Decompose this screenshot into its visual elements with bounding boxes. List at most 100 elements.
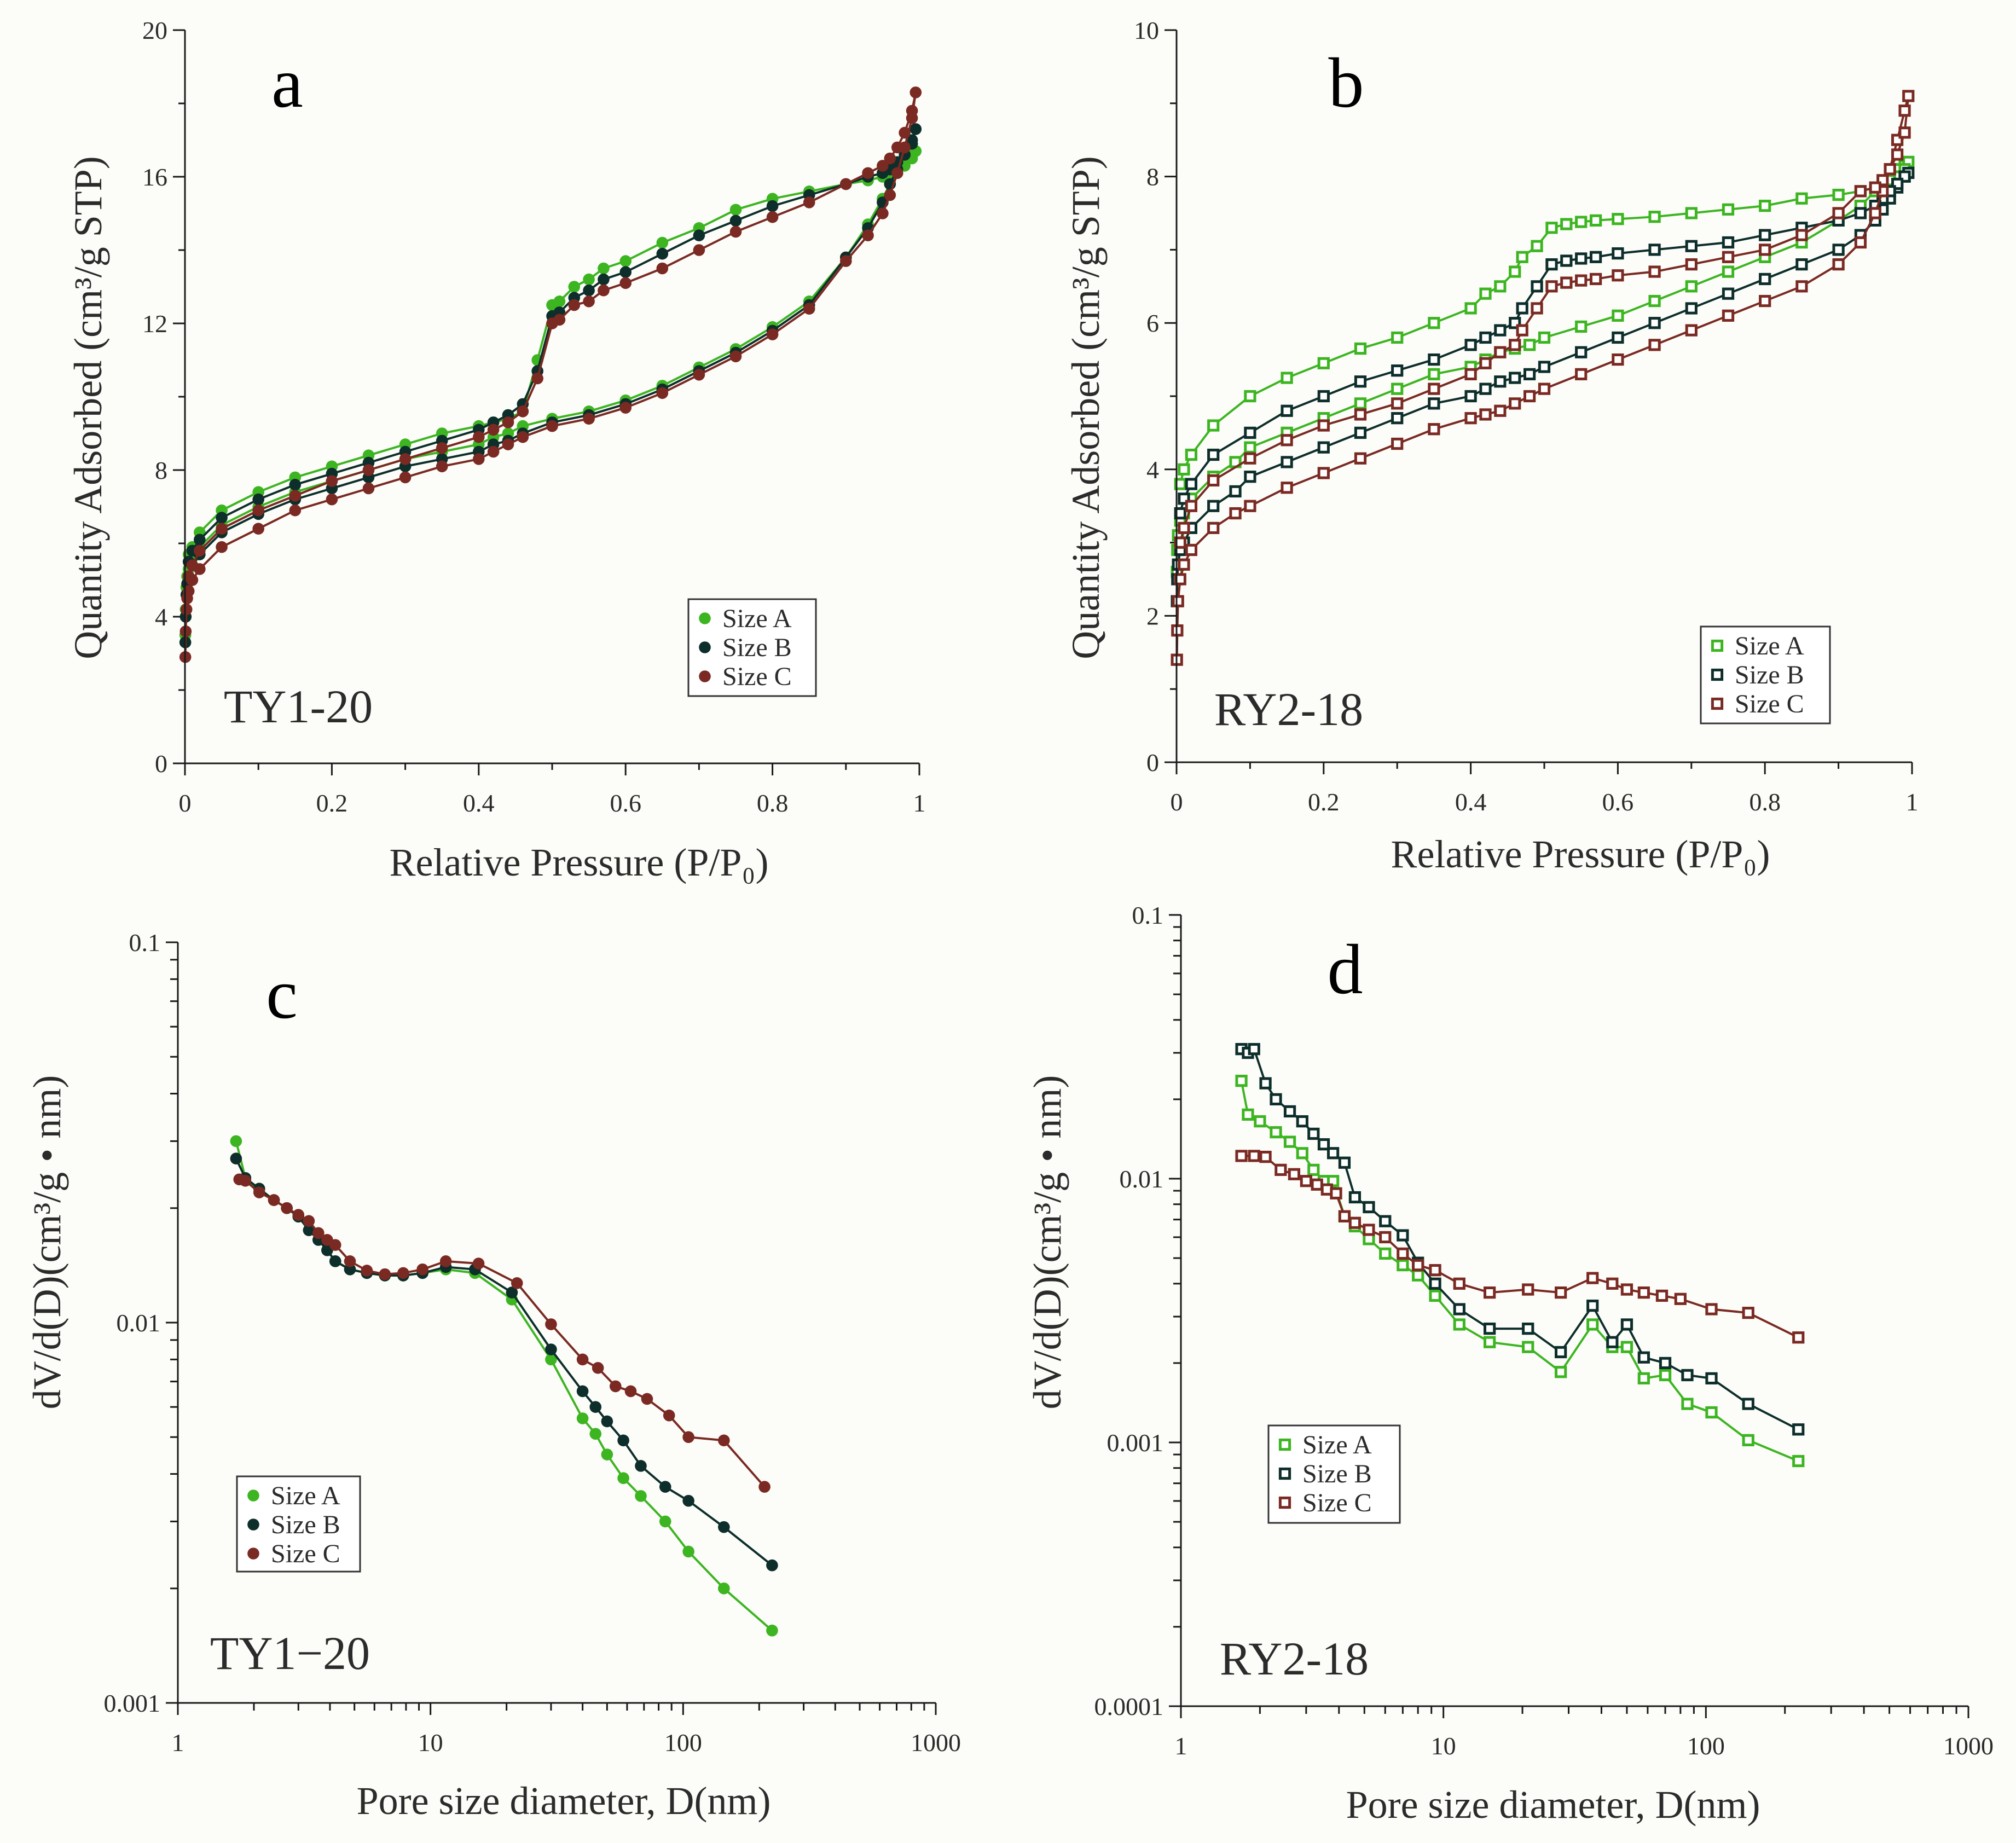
y-tick-label: 0.001 <box>1107 1429 1164 1457</box>
y-tick-label: 0.01 <box>1120 1165 1164 1193</box>
panel-d-size-a-point <box>1235 1075 1248 1087</box>
y-tick-label: 0 <box>1146 749 1159 776</box>
panel-a-size-c-point <box>502 416 514 428</box>
panel-c-size-b-point <box>766 1559 778 1572</box>
panel-a-size-a-point <box>598 262 610 275</box>
panel-c-size-a-point <box>545 1353 557 1366</box>
panel-b-size-b-point <box>1428 397 1440 410</box>
panel-c-size-c-point <box>329 1239 341 1251</box>
panel-a-size-c-point <box>216 541 228 553</box>
panel-d-size-b-point <box>1259 1077 1272 1089</box>
panel-d-size-b-point <box>1792 1423 1805 1436</box>
panel-c-size-c-point <box>576 1353 589 1366</box>
panel-b-size-b-point <box>1612 247 1624 260</box>
panel-d-legend-size-a-marker <box>1278 1438 1291 1451</box>
panel-c-size-a-point <box>635 1490 647 1502</box>
panel-a-size-c-point <box>693 244 705 256</box>
panel-d-size-c-point <box>1379 1231 1392 1244</box>
panel-b-size-b-point <box>1759 229 1771 241</box>
y-tick-label: 12 <box>142 310 167 338</box>
panel-d-size-a-point <box>1659 1369 1672 1382</box>
panel-d-legend-size-a: Size A <box>1302 1430 1372 1459</box>
y-tick-label: 4 <box>1146 456 1159 484</box>
panel-b-size-c-point <box>1560 276 1573 289</box>
panel-a-size-b-point <box>656 247 669 260</box>
panel-d-x-axis-title: Pore size diameter, D(nm) <box>1346 1783 1760 1827</box>
panel-b-size-a-point <box>1560 218 1573 230</box>
panel-b-size-c-point <box>1229 507 1242 520</box>
panel-b-size-b-point <box>1244 471 1256 483</box>
panel-c-size-c-point <box>303 1215 315 1227</box>
panel-b-size-c-point <box>1795 229 1808 241</box>
panel-d-size-b-point <box>1620 1318 1633 1331</box>
panel-a-size-c-point <box>840 178 852 190</box>
panel-c-size-b-point <box>303 1224 315 1236</box>
panel-b-size-c-point <box>1902 90 1915 102</box>
panel-a-size-c-point <box>803 196 815 208</box>
panel-d-size-a-point <box>1792 1454 1805 1468</box>
panel-c-size-c-line <box>239 1178 766 1488</box>
x-tick-label: 0.6 <box>1602 788 1634 816</box>
panel-c-size-a-point <box>601 1448 613 1461</box>
panel-b-letter: b <box>1329 44 1364 123</box>
panel-b-size-c-point <box>1612 353 1624 366</box>
panel-b-size-a-point <box>1479 287 1492 300</box>
panel-a-size-c-point <box>546 317 558 329</box>
panel-d-size-a-point <box>1522 1341 1534 1353</box>
panel-b-size-a-point <box>1354 342 1367 355</box>
y-tick-label: 8 <box>1146 163 1159 191</box>
panel-b-legend-size-a-marker <box>1711 639 1724 652</box>
x-tick-label: 0.6 <box>610 789 641 817</box>
panel-a-size-c-point <box>906 105 918 117</box>
panel-d-size-a-point <box>1637 1372 1650 1384</box>
panel-d-size-c-point <box>1348 1216 1362 1229</box>
panel-c-size-c-point <box>281 1202 293 1214</box>
panel-c-size-c-point <box>718 1434 730 1447</box>
panel-a-size-c-point <box>517 405 529 418</box>
panel-a-size-a-point <box>619 255 632 267</box>
panel-b-size-c-point <box>1207 521 1220 534</box>
panel-a-size-b-point <box>766 200 779 212</box>
panel-c-size-a-point <box>230 1135 242 1147</box>
panel-b-size-a-point <box>1464 302 1477 315</box>
panel-a-size-c-point <box>216 523 228 535</box>
panel-a-size-c-point <box>362 464 375 476</box>
panel-b-size-a-point <box>1428 368 1440 380</box>
panel-b-size-a-point <box>1685 280 1698 293</box>
panel-b-size-c-point <box>1759 244 1771 256</box>
panel-d-legend-size-b-marker <box>1278 1467 1291 1480</box>
panel-b-size-c-point <box>1898 105 1911 117</box>
panel-b-size-b-point <box>1464 339 1477 351</box>
panel-b-size-a-point <box>1391 382 1404 395</box>
panel-c-legend-size-a-marker <box>247 1490 259 1502</box>
panel-d-size-c-point <box>1259 1150 1272 1163</box>
panel-b-size-c-point <box>1545 280 1558 293</box>
panel-d-size-c-point <box>1275 1163 1287 1176</box>
panel-d-y-axis-title: dV/d(D)(cm³/g • nm) <box>1026 1075 1069 1410</box>
panel-a-size-b-point <box>583 284 595 297</box>
panel-d-size-c-point <box>1742 1307 1754 1319</box>
panel-a-legend-size-b-marker <box>699 641 711 653</box>
panel-c-axes <box>177 942 936 1704</box>
panel-c-size-c-point <box>268 1194 280 1206</box>
panel-c-x-axis-title: Pore size diameter, D(nm) <box>357 1779 771 1823</box>
panel-b-size-a-point <box>1281 372 1293 384</box>
panel-b-size-b-point <box>1174 507 1186 520</box>
panel-d-size-b-point <box>1606 1336 1619 1348</box>
panel-b-size-c-point <box>1832 258 1845 271</box>
panel-d-legend-size-c: Size C <box>1302 1488 1372 1517</box>
panel-d-size-b-point <box>1681 1369 1694 1382</box>
panel-d-size-c-point <box>1300 1175 1312 1187</box>
panel-b-size-a-point <box>1531 240 1543 252</box>
panel-b-size-c-point <box>1317 467 1330 479</box>
panel-b-size-c-point <box>1538 382 1551 395</box>
panel-a-size-c-point <box>862 167 874 179</box>
panel-b-size-a-point <box>1722 203 1735 216</box>
panel-d-size-a-point <box>1742 1434 1754 1446</box>
panel-b-size-c-point <box>1685 258 1698 271</box>
panel-b-size-c-point <box>1575 274 1588 287</box>
panel-c-size-a-point <box>682 1545 694 1558</box>
panel-c-size-c-point <box>592 1362 604 1374</box>
